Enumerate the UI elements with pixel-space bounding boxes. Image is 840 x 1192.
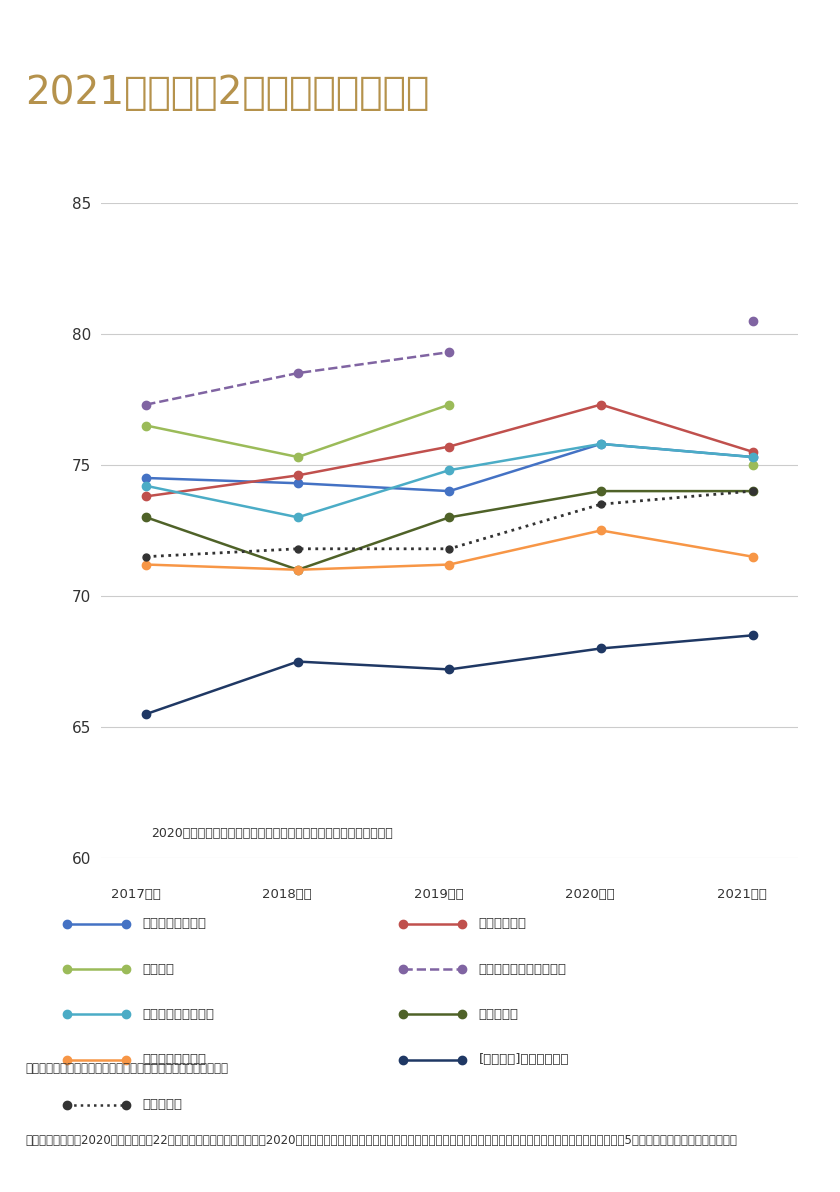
Text: 2017年度: 2017年度	[111, 888, 160, 901]
Text: 国内長距離交通平均: 国内長距離交通平均	[143, 1008, 215, 1020]
Text: 2018年度: 2018年度	[262, 888, 312, 901]
Text: 宅配便平均: 宅配便平均	[479, 1008, 519, 1020]
Text: 2021年度: 2021年度	[717, 888, 767, 901]
Text: 通信販売平均: 通信販売平均	[479, 918, 527, 930]
Text: 全業種平均には、2020年度公表業種22業種（特別調査除く）のほか、2020年度公表中止業種（各種専門店、ビジネスホテル、旅行、エンタテインメント、フィットネス: 全業種平均には、2020年度公表業種22業種（特別調査除く）のほか、2020年度…	[25, 1134, 737, 1147]
Text: 2019年度: 2019年度	[414, 888, 464, 901]
Text: 旅行平均: 旅行平均	[143, 963, 175, 975]
Text: 2020年度は、エンタテインメント業種、旅行業種の調査は未実施。: 2020年度は、エンタテインメント業種、旅行業種の調査は未実施。	[151, 827, 393, 840]
Text: 全業種平均: 全業種平均	[143, 1099, 183, 1111]
Text: [特別調査]ガス小売平均: [特別調査]ガス小売平均	[479, 1054, 570, 1066]
Text: 2021年度　第2回調査　結果概要: 2021年度 第2回調査 結果概要	[25, 74, 429, 112]
Text: 各業種の平均には、ランキング対象外調査企業の結果も含みます: 各業種の平均には、ランキング対象外調査企業の結果も含みます	[25, 1062, 228, 1075]
Text: 2020年度: 2020年度	[565, 888, 615, 901]
Text: 教育サービス平均: 教育サービス平均	[143, 1054, 207, 1066]
Text: エンタテインメント平均: エンタテインメント平均	[479, 963, 567, 975]
Text: 自動車販売店平均: 自動車販売店平均	[143, 918, 207, 930]
